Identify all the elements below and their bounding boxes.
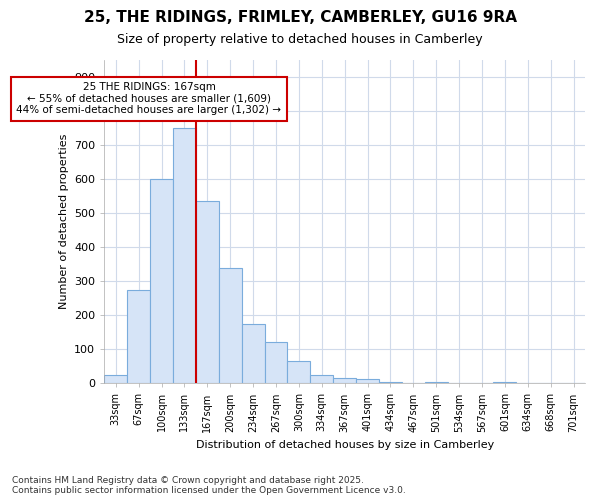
- Bar: [379, 382, 402, 384]
- Text: Size of property relative to detached houses in Camberley: Size of property relative to detached ho…: [117, 32, 483, 46]
- Bar: [196, 201, 219, 384]
- Text: Contains HM Land Registry data © Crown copyright and database right 2025.
Contai: Contains HM Land Registry data © Crown c…: [12, 476, 406, 495]
- Text: 25 THE RIDINGS: 167sqm
← 55% of detached houses are smaller (1,609)
44% of semi-: 25 THE RIDINGS: 167sqm ← 55% of detached…: [16, 82, 281, 116]
- Bar: [219, 268, 242, 384]
- Bar: [356, 379, 379, 384]
- Bar: [310, 375, 333, 384]
- Bar: [265, 342, 287, 384]
- Bar: [242, 324, 265, 384]
- Bar: [150, 179, 173, 384]
- Bar: [173, 128, 196, 384]
- Bar: [333, 378, 356, 384]
- Bar: [287, 361, 310, 384]
- Bar: [104, 375, 127, 384]
- X-axis label: Distribution of detached houses by size in Camberley: Distribution of detached houses by size …: [196, 440, 494, 450]
- Text: 25, THE RIDINGS, FRIMLEY, CAMBERLEY, GU16 9RA: 25, THE RIDINGS, FRIMLEY, CAMBERLEY, GU1…: [83, 10, 517, 25]
- Bar: [425, 382, 448, 384]
- Bar: [493, 382, 517, 384]
- Bar: [127, 290, 150, 384]
- Y-axis label: Number of detached properties: Number of detached properties: [59, 134, 68, 310]
